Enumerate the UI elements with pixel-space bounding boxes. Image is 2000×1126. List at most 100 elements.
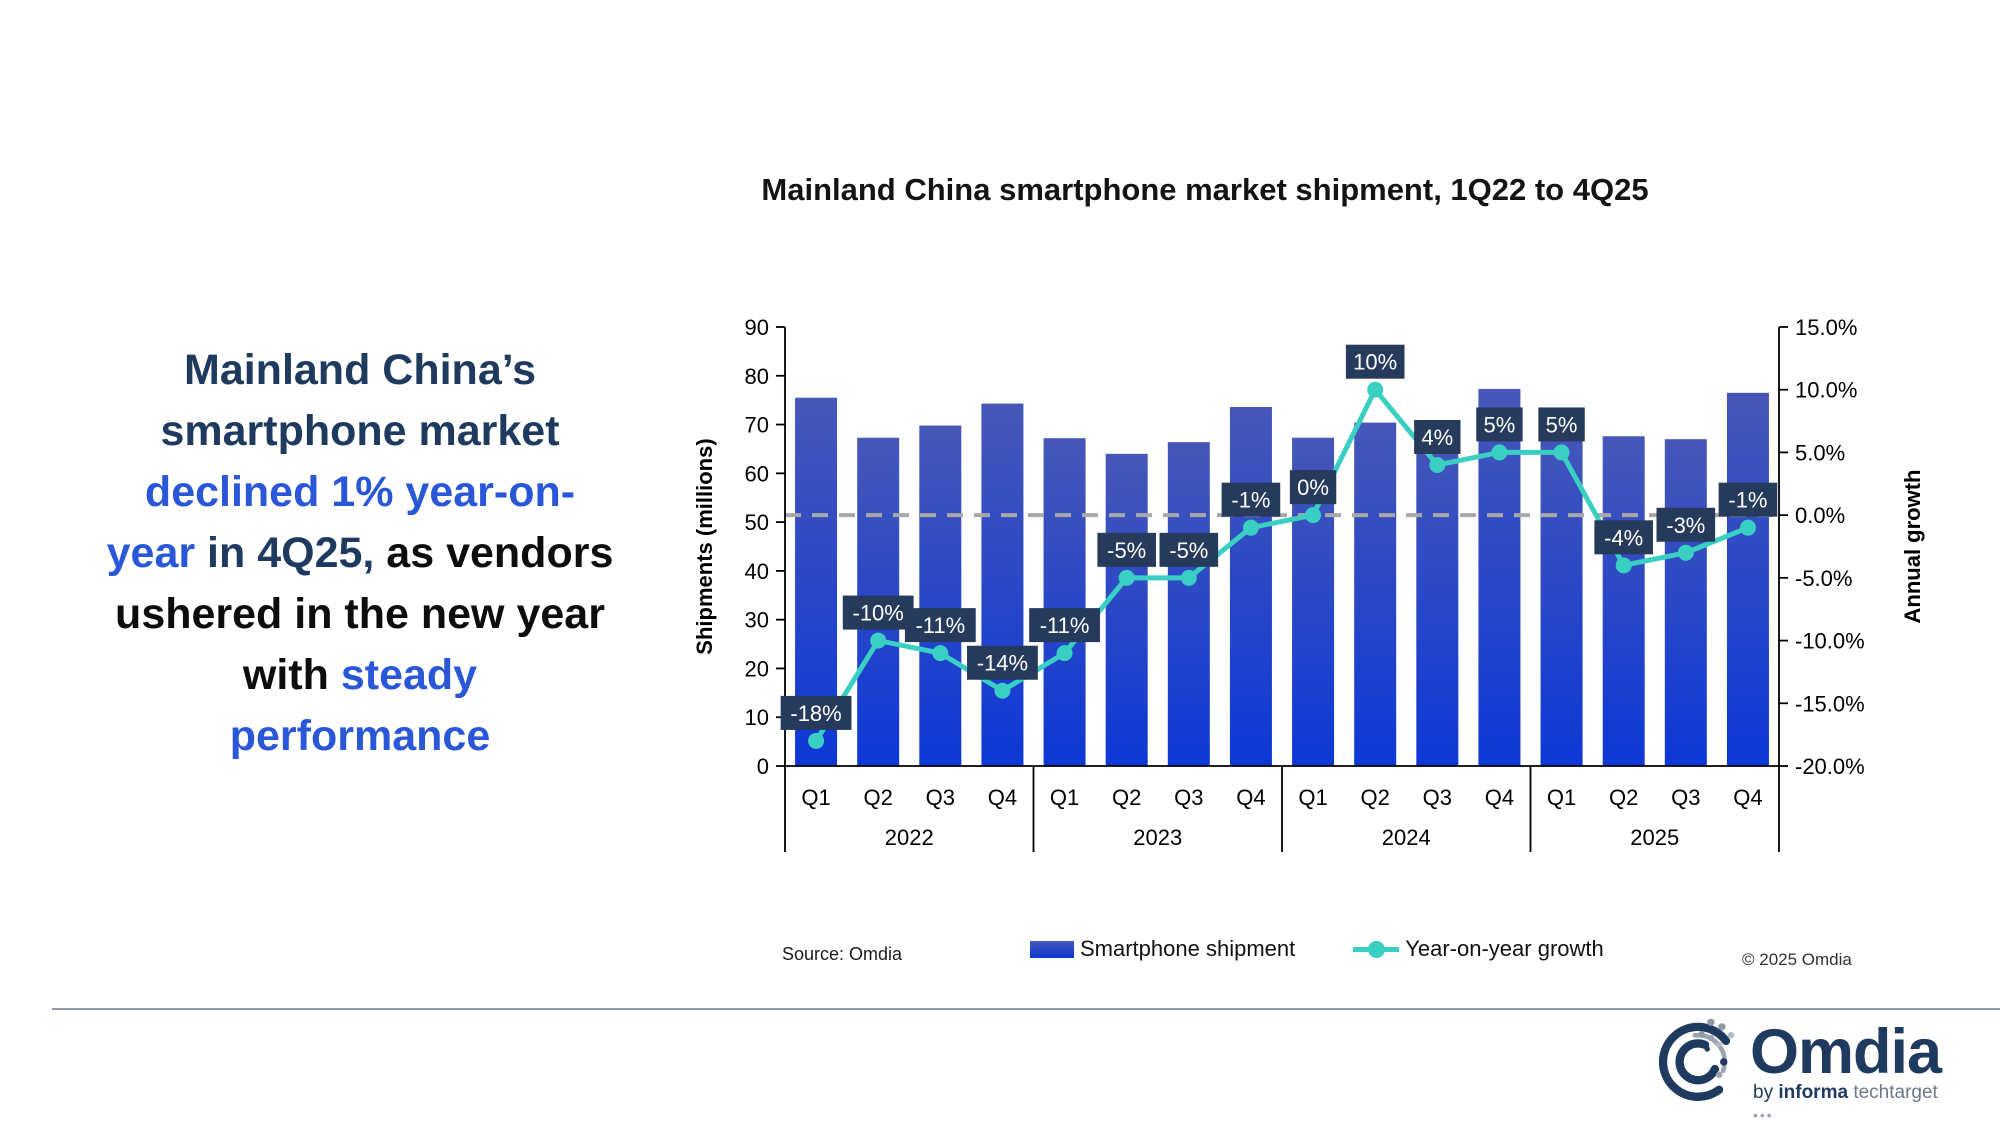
shipment-bar [1229,406,1272,766]
left-axis-title: Shipments (millions) [692,438,717,654]
growth-data-label: -5% [1169,538,1208,563]
growth-data-label: 4% [1421,425,1453,450]
growth-data-label-box [1221,482,1281,517]
shipment-bar [1664,439,1707,766]
left-axis-tick-label: 70 [745,413,769,438]
growth-data-label-box [1159,532,1219,567]
chart-legend: Smartphone shipment Year-on-year growth [1030,936,1604,962]
quarter-label: Q4 [1733,785,1762,810]
right-axis-tick-label: 5.0% [1795,440,1845,465]
quarter-label: Q3 [926,785,955,810]
growth-data-label-box [967,645,1038,680]
shipment-bar [981,403,1024,766]
copyright-note: © 2025 Omdia [1742,950,1852,969]
growth-point [1553,444,1570,461]
line-legend-label: Year-on-year growth [1405,936,1604,961]
growth-data-label: -5% [1107,538,1146,563]
growth-data-label: -3% [1666,513,1705,538]
line-legend-marker [1353,939,1400,959]
shipment-bar [1416,428,1459,766]
left-axis-tick-label: 80 [745,364,769,389]
growth-point [1367,381,1384,398]
growth-point [932,645,949,662]
headline: Mainland China’s smartphone market decli… [60,340,660,767]
omdia-byline: by informa techtarget ••• [1753,1082,1938,1123]
bar-legend-label: Smartphone shipment [1080,936,1296,961]
omdia-wordmark: Omdia [1750,1017,1942,1087]
year-label: 2023 [1133,825,1182,850]
growth-point [1677,544,1694,561]
growth-data-label-box [1345,344,1405,379]
growth-data-label: -11% [915,613,965,638]
quarter-label: Q2 [1609,785,1638,810]
headline-line: declined 1% year-on- [144,468,576,516]
shipment-bar [1105,453,1148,766]
quarter-label: Q1 [1547,785,1576,810]
growth-data-label-box [1656,507,1716,542]
omdia-swirl-icon [1658,1018,1738,1101]
growth-data-label: -4% [1604,525,1643,550]
growth-data-label-box [1476,407,1523,442]
quarter-label: Q3 [1423,785,1452,810]
quarter-label: Q1 [1298,785,1327,810]
source-note: Source: Omdia [782,944,903,964]
quarter-label: Q2 [1112,785,1141,810]
right-axis-tick-label: -5.0% [1795,566,1852,591]
year-label: 2022 [885,825,934,850]
year-label: 2025 [1630,825,1679,850]
right-axis-tick-label: 15.0% [1795,315,1857,340]
omdia-logo: Omdia by informa techtarget ••• [1650,1008,1950,1123]
left-axis-tick-label: 90 [745,315,769,340]
growth-data-label-box [1029,608,1100,643]
growth-data-label-box [904,608,976,643]
growth-data-label-box [1289,470,1337,505]
growth-data-label-box [842,595,914,630]
growth-point [1242,519,1259,536]
growth-data-label-box [780,695,852,730]
headline-line: ushered in the new year [115,590,605,638]
left-axis-tick-label: 0 [757,754,769,779]
quarter-label: Q3 [1671,785,1700,810]
growth-point [1739,519,1756,536]
right-axis-tick-label: -20.0% [1795,754,1865,779]
headline-line: performance [229,712,491,760]
right-axis-title: Annual growth [1900,470,1925,624]
growth-point [1118,569,1135,586]
left-axis-tick-label: 30 [745,608,769,633]
quarter-label: Q4 [1236,785,1265,810]
growth-data-label: -10% [853,601,904,626]
growth-point [1180,569,1197,586]
right-axis-tick-label: -10.0% [1795,629,1865,654]
quarter-label: Q4 [988,785,1017,810]
growth-data-label: 0% [1297,475,1329,500]
quarter-label: Q2 [864,785,893,810]
left-axis-tick-label: 20 [745,656,769,681]
headline-line: smartphone market [160,407,560,455]
growth-data-label: 5% [1546,412,1578,437]
footer-divider [52,1008,2000,1010]
quarter-label: Q2 [1361,785,1390,810]
shipment-bar [1540,419,1583,766]
quarter-label: Q3 [1174,785,1203,810]
growth-data-label: -18% [790,701,841,726]
growth-data-label-box [1718,482,1778,517]
growth-data-label-box [1594,520,1653,555]
growth-point [1615,557,1632,574]
headline-line: year in 4Q25, as vendors [106,529,614,577]
year-label: 2024 [1382,825,1431,850]
left-axis-tick-label: 50 [745,510,769,535]
headline-line: with steady [242,651,478,699]
shipment-bar [1167,442,1210,766]
growth-data-label: -11% [1040,613,1090,638]
shipment-bar [1726,392,1769,766]
headline-line: Mainland China’s [184,346,536,394]
bar-legend-swatch [1030,940,1074,958]
growth-point [994,682,1011,699]
growth-point [1305,507,1322,524]
growth-point [1056,645,1073,662]
growth-point [1429,456,1446,473]
left-axis-tick-label: 60 [745,461,769,486]
growth-data-label: 10% [1353,350,1397,375]
quarter-label: Q1 [801,785,830,810]
growth-data-label: 5% [1484,412,1516,437]
